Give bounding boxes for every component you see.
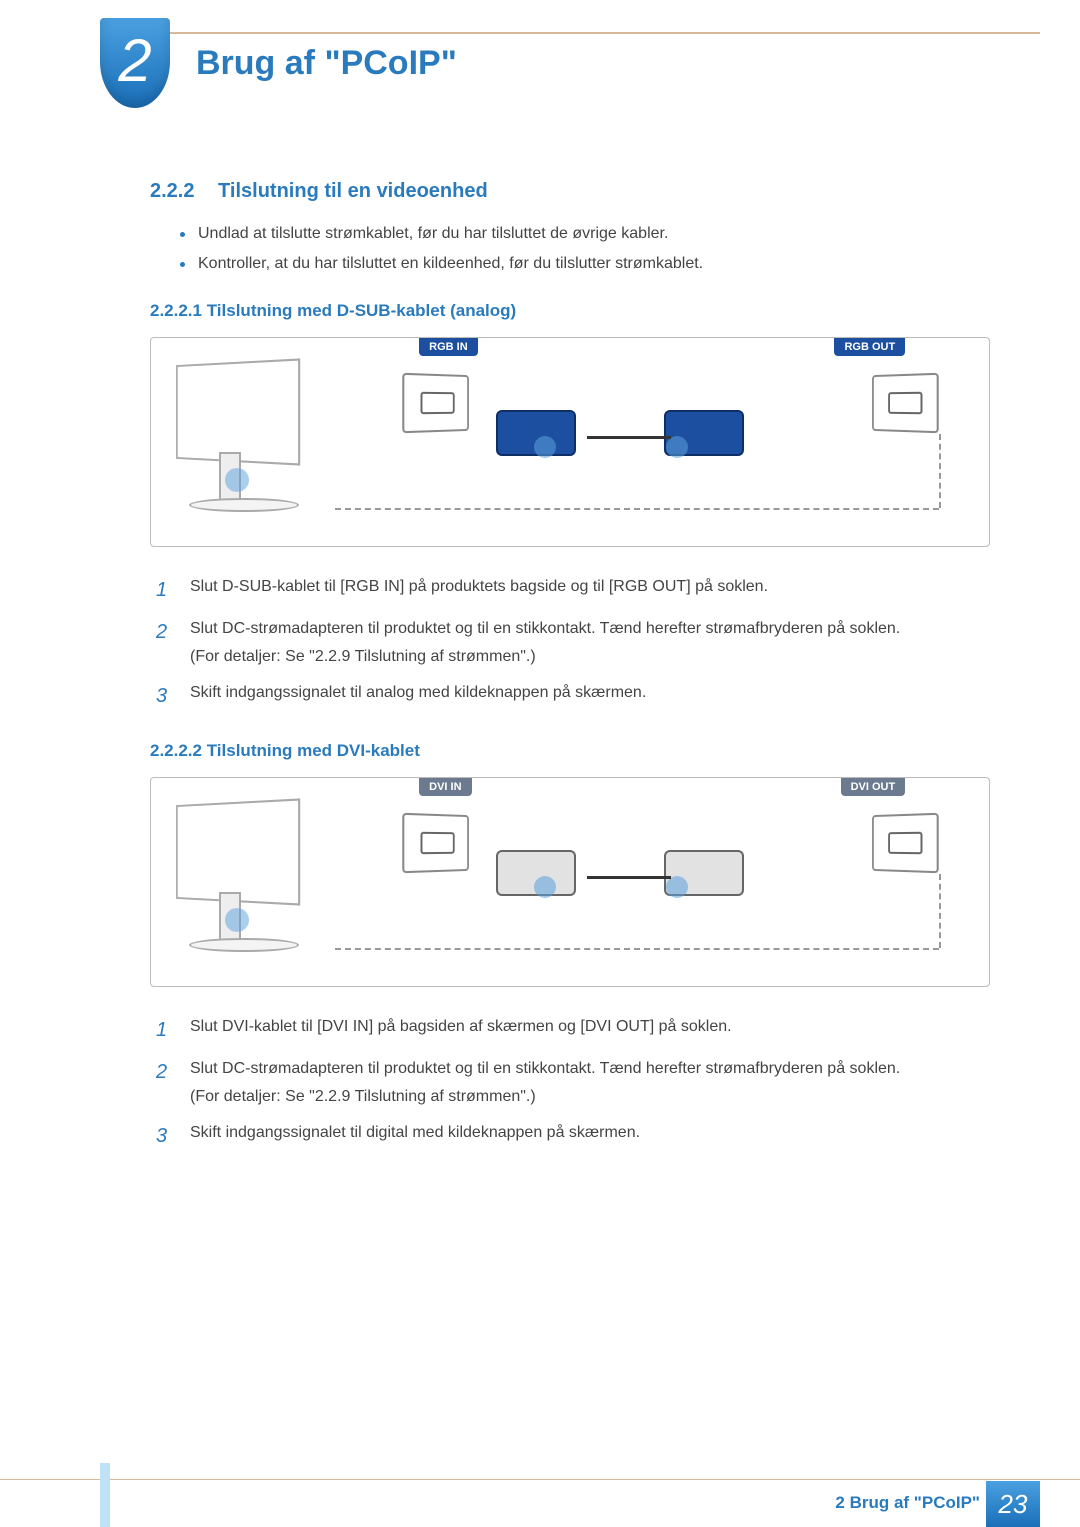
rgb-steps: 1 Slut D-SUB-kablet til [RGB IN] på prod… <box>156 575 990 711</box>
dvi-connector-right-icon <box>654 844 754 902</box>
monitor-icon <box>169 362 319 522</box>
dvi-steps: 1 Slut DVI-kablet til [DVI IN] på bagsid… <box>156 1015 990 1151</box>
step-item: 1 Slut DVI-kablet til [DVI IN] på bagsid… <box>156 1015 990 1045</box>
chapter-number-badge: 2 <box>100 18 170 108</box>
dsub-connector-right-icon <box>654 404 754 462</box>
page-number-badge: 23 <box>986 1481 1040 1527</box>
step-text: Slut D-SUB-kablet til [RGB IN] på produk… <box>190 575 768 605</box>
step-text: Slut DVI-kablet til [DVI IN] på bagsiden… <box>190 1015 732 1045</box>
dvi-in-port-icon <box>403 813 470 874</box>
step-number: 1 <box>156 1015 172 1045</box>
subsection-heading: 2.2.2.2 Tilslutning med DVI-kablet <box>150 741 990 761</box>
chapter-title: Brug af "PCoIP" <box>196 44 457 83</box>
step-text: Slut DC-strømadapteren til produktet og … <box>190 617 900 669</box>
step-number: 2 <box>156 617 172 669</box>
intro-bullets: Undlad at tilslutte strømkablet, før du … <box>180 225 990 273</box>
subsection-number: 2.2.2.2 <box>150 741 202 760</box>
dvi-in-label: DVI IN <box>419 778 471 796</box>
subsection-number: 2.2.2.1 <box>150 301 202 320</box>
step-number: 1 <box>156 575 172 605</box>
section-number: 2.2.2 <box>150 180 194 202</box>
rgb-in-port-icon <box>403 373 470 434</box>
header-rule <box>100 32 1040 34</box>
step-text: Skift indgangssignalet til digital med k… <box>190 1121 640 1151</box>
subsection-title: Tilslutning med DVI-kablet <box>207 741 420 760</box>
dsub-connector-left-icon <box>486 404 586 462</box>
step-detail: (For detaljer: Se "2.2.9 Tilslutning af … <box>190 645 900 669</box>
step-item: 3 Skift indgangssignalet til analog med … <box>156 681 990 711</box>
dvi-out-port-icon <box>872 813 939 874</box>
subsection-title: Tilslutning med D-SUB-kablet (analog) <box>207 301 516 320</box>
dvi-connection-diagram: DVI IN DVI OUT <box>150 777 990 987</box>
page-footer: 2 Brug af "PCoIP" 23 <box>0 1479 1080 1527</box>
rgb-out-label: RGB OUT <box>834 338 905 356</box>
step-text: Slut DC-strømadapteren til produktet og … <box>190 1057 900 1109</box>
step-text: Skift indgangssignalet til analog med ki… <box>190 681 646 711</box>
dvi-connector-left-icon <box>486 844 586 902</box>
step-item: 2 Slut DC-strømadapteren til produktet o… <box>156 1057 990 1109</box>
rgb-in-label: RGB IN <box>419 338 478 356</box>
section-heading: 2.2.2 Tilslutning til en videoenhed <box>150 180 990 203</box>
step-item: 1 Slut D-SUB-kablet til [RGB IN] på prod… <box>156 575 990 605</box>
step-number: 2 <box>156 1057 172 1109</box>
footer-chapter-title: 2 Brug af "PCoIP" <box>835 1493 980 1513</box>
step-item: 2 Slut DC-strømadapteren til produktet o… <box>156 617 990 669</box>
rgb-out-port-icon <box>872 373 939 434</box>
step-item: 3 Skift indgangssignalet til digital med… <box>156 1121 990 1151</box>
page-content: 2.2.2 Tilslutning til en videoenhed Undl… <box>150 180 990 1181</box>
bullet-item: Undlad at tilslutte strømkablet, før du … <box>180 225 990 243</box>
subsection-heading: 2.2.2.1 Tilslutning med D-SUB-kablet (an… <box>150 301 990 321</box>
dvi-out-label: DVI OUT <box>841 778 906 796</box>
step-number: 3 <box>156 681 172 711</box>
step-number: 3 <box>156 1121 172 1151</box>
bullet-item: Kontroller, at du har tilsluttet en kild… <box>180 255 990 273</box>
monitor-icon <box>169 802 319 962</box>
footer-accent-bar <box>100 1463 110 1527</box>
step-detail: (For detaljer: Se "2.2.9 Tilslutning af … <box>190 1085 900 1109</box>
rgb-connection-diagram: RGB IN RGB OUT <box>150 337 990 547</box>
section-title: Tilslutning til en videoenhed <box>218 180 488 202</box>
